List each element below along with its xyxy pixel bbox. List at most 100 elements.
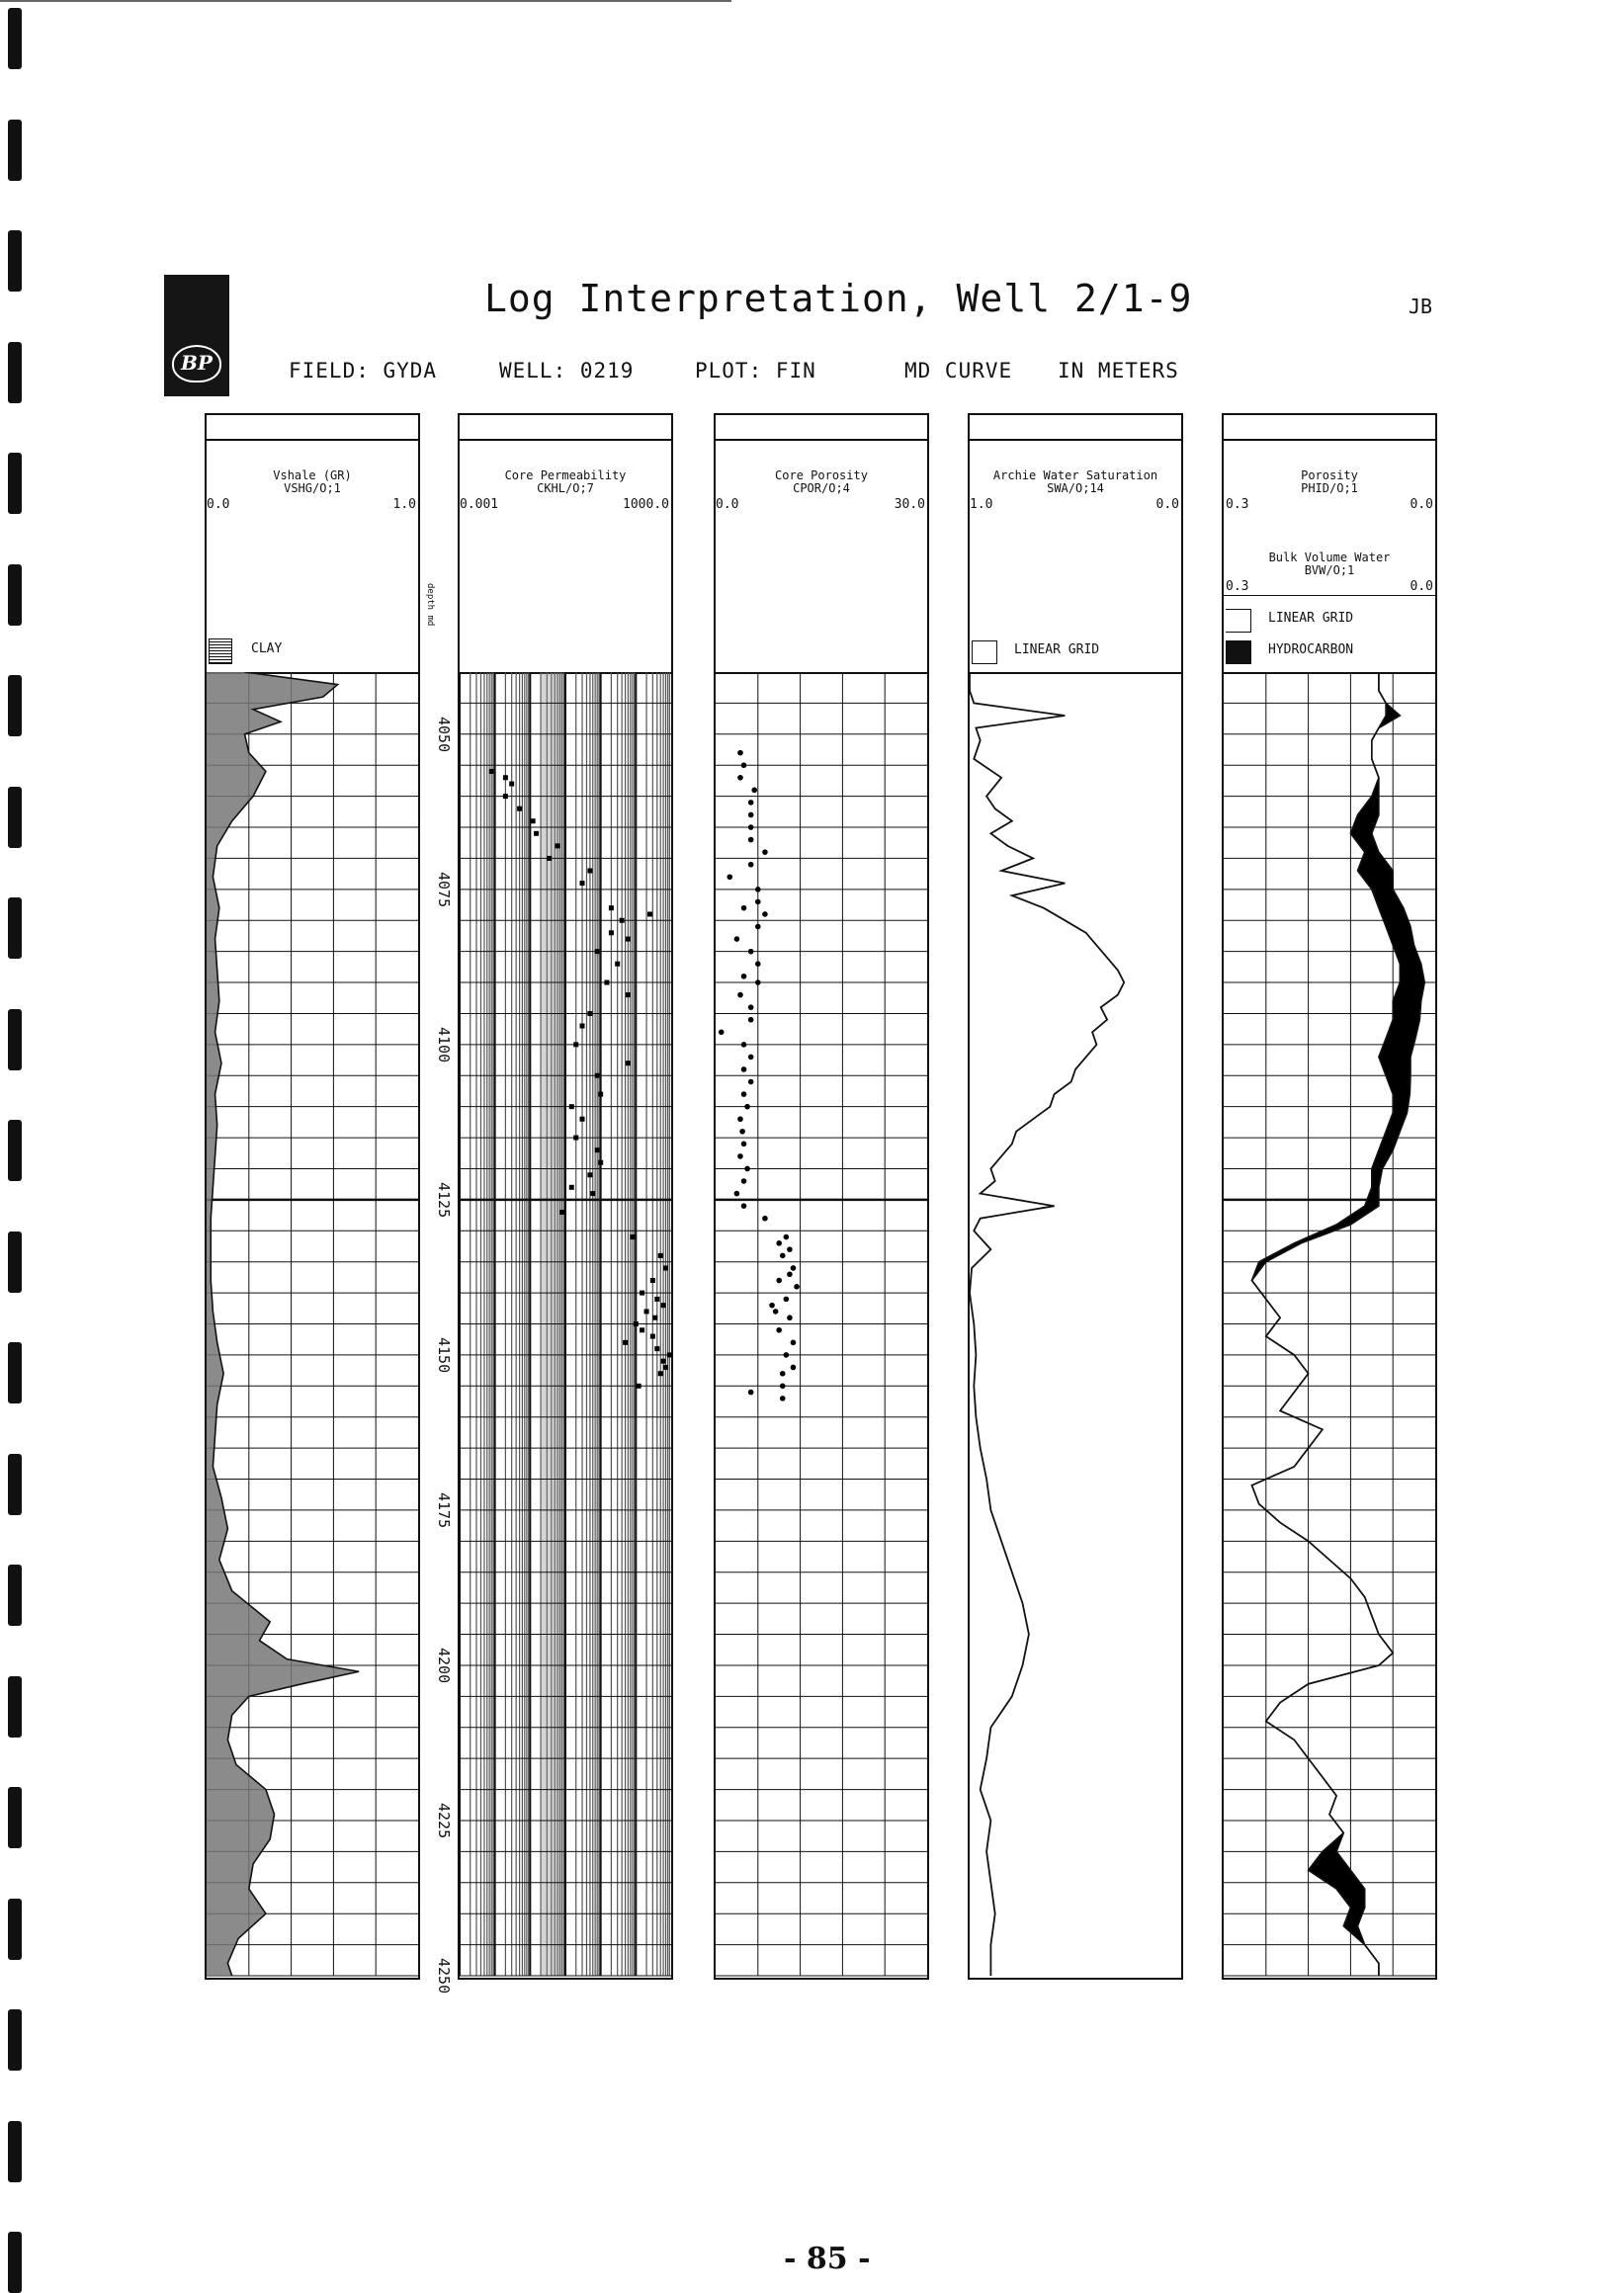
track-title: Porosity <box>1301 468 1358 482</box>
permeability-point <box>509 781 515 787</box>
porosity-point <box>747 1389 754 1396</box>
permeability-plot <box>460 672 672 1977</box>
binding-hole <box>8 1787 22 1848</box>
permeability-point <box>594 949 600 955</box>
porosity-point <box>769 1302 775 1309</box>
permeability-point <box>594 1072 600 1078</box>
well-label: WELL: 0219 <box>499 359 635 382</box>
permeability-point <box>636 1383 641 1389</box>
track-core-porosity: Core Porosity CPOR/O;4 0.0 30.0 <box>714 413 929 1980</box>
permeability-point <box>608 930 614 936</box>
track-porosity-bvw: Porosity PHID/O;1 0.3 0.0 Bulk Volume Wa… <box>1222 413 1437 1980</box>
porosity-point <box>787 1271 793 1278</box>
permeability-point <box>517 806 523 811</box>
track-top-row <box>207 415 418 441</box>
track-top-row <box>716 415 927 441</box>
porosity-point <box>740 973 747 979</box>
depth-tick-label: 4150 <box>435 1336 453 1374</box>
scale-right: 1000.0 <box>623 497 669 512</box>
porosity-point <box>755 979 761 985</box>
depth-unit-label: depth md <box>425 583 435 627</box>
permeability-point <box>649 1333 655 1339</box>
track-top-row <box>970 415 1181 441</box>
water-saturation-plot <box>970 672 1126 1976</box>
porosity-point <box>737 774 743 781</box>
permeability-point <box>587 1010 593 1016</box>
porosity-bvw-plot <box>1224 672 1435 1977</box>
track-title: Vshale (GR) <box>273 468 352 482</box>
binding-hole <box>8 1342 22 1403</box>
legend-hydrocarbon: HYDROCARBON <box>1268 642 1354 657</box>
author-initials: JB <box>1409 295 1433 318</box>
binding-hole <box>8 1120 22 1181</box>
clay-fill <box>207 672 360 1976</box>
porosity-point <box>740 1042 747 1048</box>
curve-label: MD CURVE <box>904 359 1013 382</box>
porosity-point <box>737 1116 743 1123</box>
scale-right: 0.0 <box>1155 497 1179 512</box>
permeability-point <box>568 1104 574 1110</box>
track-title: Archie Water Saturation <box>992 468 1158 482</box>
porosity-point <box>740 1203 747 1209</box>
porosity-point <box>779 1383 786 1390</box>
permeability-point <box>604 979 610 985</box>
permeability-point <box>579 1116 585 1122</box>
porosity-point <box>747 948 754 955</box>
permeability-point <box>625 992 631 998</box>
binding-hole <box>8 675 22 736</box>
bvw-curve <box>1250 672 1426 1976</box>
hydrocarbon-swatch <box>1226 640 1251 664</box>
permeability-point <box>573 1042 579 1048</box>
track-vshale: Vshale (GR) VSHG/O;1 0.0 1.0 CLAY <box>205 413 420 1980</box>
porosity-point <box>740 1178 747 1184</box>
porosity-point <box>747 1054 754 1061</box>
porosity-point <box>762 911 768 917</box>
permeability-point <box>625 936 631 942</box>
scale-left: 0.0 <box>716 497 739 512</box>
permeability-point <box>657 1252 663 1258</box>
porosity-point <box>751 787 758 794</box>
binding-hole <box>8 1231 22 1293</box>
depth-tick-label: 4075 <box>435 871 453 907</box>
binding-hole <box>8 2009 22 2071</box>
permeability-point <box>530 818 536 824</box>
track-title: Core Porosity <box>775 468 868 482</box>
binding-hole <box>8 453 22 514</box>
porosity-point <box>787 1246 793 1252</box>
clay-swatch <box>209 638 232 664</box>
linear-grid-swatch <box>1226 609 1251 633</box>
depth-tick-label: 4175 <box>435 1491 453 1529</box>
depth-tick-label: 4125 <box>435 1181 453 1218</box>
scale-left: 0.3 <box>1226 497 1249 512</box>
permeability-point <box>660 1303 666 1309</box>
porosity-point <box>776 1277 782 1284</box>
permeability-point <box>559 1209 565 1215</box>
porosity-point <box>739 1128 745 1135</box>
binding-hole <box>8 1675 22 1738</box>
porosity-point <box>740 1091 747 1097</box>
porosity-point <box>747 811 754 818</box>
track-mnemonic: CPOR/O;4 <box>793 481 850 495</box>
scale-left: 0.001 <box>460 497 499 512</box>
porosity-core-plot <box>716 672 927 1977</box>
permeability-point <box>657 1371 663 1377</box>
porosity-point <box>737 1153 743 1159</box>
porosity-point <box>744 1165 750 1172</box>
porosity-point <box>747 824 754 830</box>
track-top-row <box>460 415 671 441</box>
permeability-point <box>502 794 508 800</box>
porosity-point <box>790 1265 797 1271</box>
subheader-line <box>1224 595 1435 596</box>
permeability-point <box>647 911 653 917</box>
track-mnemonic: CKHL/O;7 <box>537 481 594 495</box>
binding-hole <box>8 1008 22 1070</box>
permeability-point <box>488 768 494 774</box>
track-title-2: Bulk Volume Water <box>1268 551 1391 564</box>
binding-hole <box>8 230 22 292</box>
page-title: Log Interpretation, Well 2/1-9 <box>484 277 1193 320</box>
permeability-point <box>608 905 614 911</box>
legend-clay: CLAY <box>251 641 283 656</box>
permeability-point <box>598 1091 604 1097</box>
permeability-point <box>660 1358 666 1364</box>
permeability-point <box>568 1184 574 1190</box>
